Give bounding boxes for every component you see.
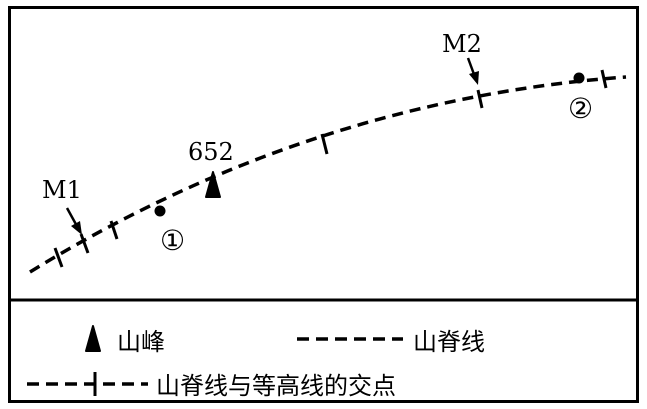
intersection-tick xyxy=(320,133,329,155)
legend-peak-icon xyxy=(85,325,101,352)
point-1-dot xyxy=(154,205,166,217)
intersection-tick xyxy=(53,247,64,268)
m2-arrow xyxy=(466,57,479,85)
point-1-label: ① xyxy=(160,224,185,257)
legend-ridge-label: 山脊线 xyxy=(413,328,485,356)
m2-label: M2 xyxy=(442,30,482,58)
legend-intersection-label: 山脊线与等高线的交点 xyxy=(156,372,396,400)
ridge-line xyxy=(29,75,627,274)
m1-arrow xyxy=(65,207,82,235)
point-2-dot xyxy=(573,72,585,84)
intersection-tick xyxy=(600,69,608,89)
peak-icon xyxy=(205,171,221,198)
intersection-tick xyxy=(79,233,90,254)
map-frame xyxy=(8,6,639,403)
legend-peak-label: 山峰 xyxy=(117,328,165,356)
m1-label: M1 xyxy=(42,176,82,204)
legend: 山峰 山脊线 山脊线与等高线的交点 xyxy=(27,325,485,400)
intersection-tick xyxy=(476,89,484,109)
intersection-tick xyxy=(109,220,119,240)
point-2-label: ② xyxy=(568,92,593,125)
peak-elevation-label: 652 xyxy=(188,138,234,166)
intersection-ticks xyxy=(53,69,608,268)
